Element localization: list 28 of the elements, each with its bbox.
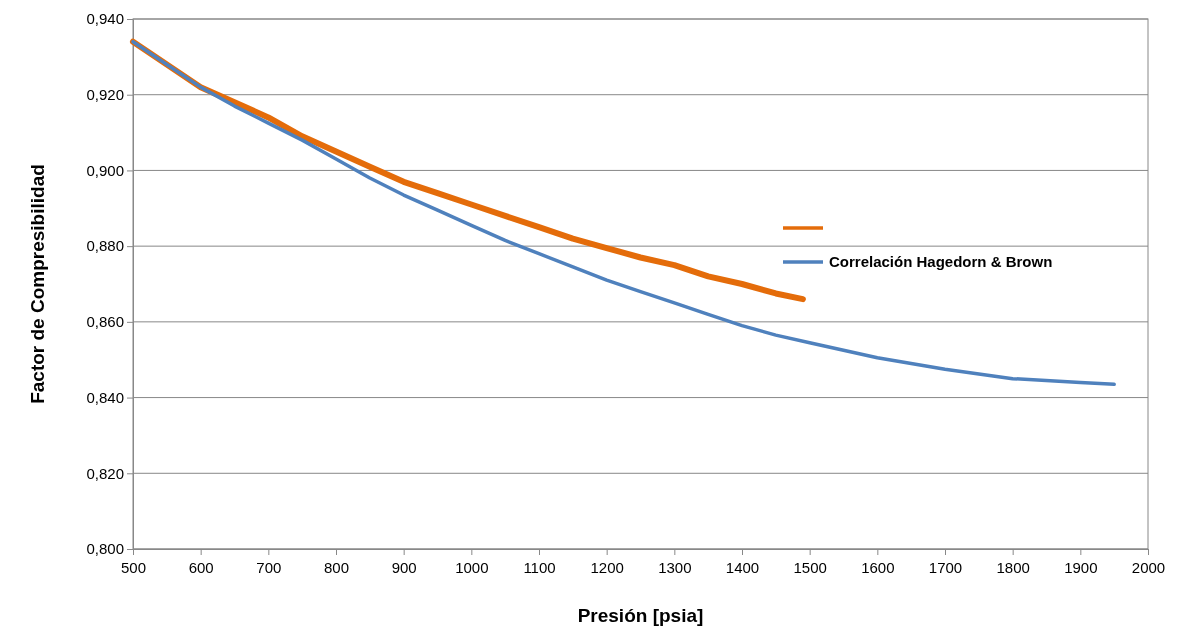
x-tick-label: 1400: [725, 559, 760, 576]
x-tick-label: 1500: [793, 559, 827, 576]
x-tick-label: 1200: [590, 559, 624, 576]
line-series: [131, 39, 1116, 387]
x-tick-label: 2000: [1131, 559, 1166, 576]
x-tick-label: 700: [256, 559, 282, 576]
x-tick-label: 500: [120, 559, 147, 576]
y-tick-label: 0,860: [86, 313, 124, 331]
x-tick-label: 1800: [996, 559, 1030, 576]
y-tick-label: 0,940: [86, 10, 124, 28]
x-tick-label: 900: [391, 559, 417, 576]
x-tick-label: 600: [188, 559, 214, 576]
y-axis-title: Factor de Compresibilidad: [27, 164, 48, 404]
x-tick-label: 1700: [928, 559, 963, 576]
y-tick-label: 0,880: [86, 237, 124, 255]
y-tick-label: 0,820: [86, 464, 124, 482]
x-tick-label: 1600: [861, 559, 895, 576]
y-tick-label: 0,900: [86, 161, 124, 179]
legend-label: Correlación Hagedorn & Brown: [829, 253, 1053, 270]
x-axis-title: Presión [psia]: [577, 605, 704, 626]
x-tick-label: 1000: [455, 559, 489, 576]
x-tick-label: 800: [323, 559, 350, 576]
x-tick-label: 1100: [523, 559, 556, 576]
y-tick-label: 0,800: [86, 540, 124, 558]
y-tick-label: 0,840: [86, 388, 124, 406]
x-tick-label: 1900: [1064, 559, 1098, 576]
x-tick-label: 1300: [658, 559, 692, 576]
y-tick-label: 0,920: [86, 86, 124, 104]
